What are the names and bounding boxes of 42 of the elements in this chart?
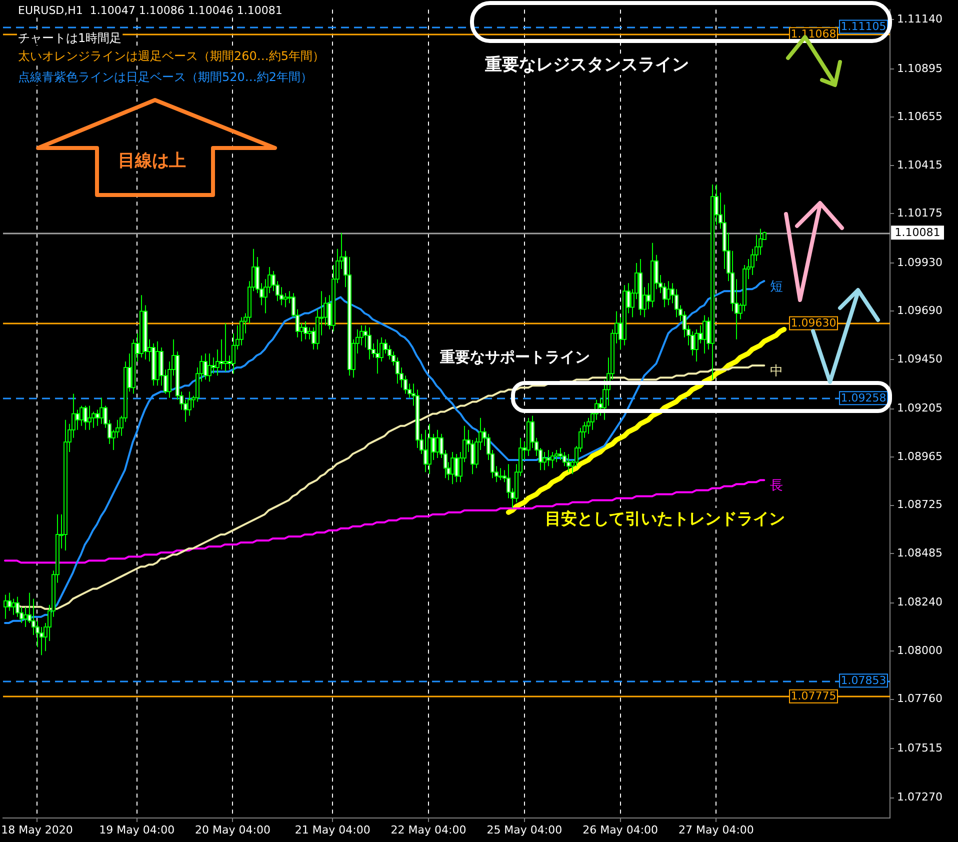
annotation: 点線青紫色ラインは日足ベース（期間520…約2年間） (18, 70, 313, 84)
y-tick-label: 1.08485 (897, 546, 942, 560)
y-tick-label: 1.09450 (897, 352, 942, 366)
y-tick-label: 1.07270 (897, 790, 942, 804)
series-label: 長 (770, 478, 784, 494)
y-tick-label: 1.10895 (897, 62, 942, 75)
annotation: 目安として引いたトレンドライン (545, 509, 785, 528)
series-label: 中 (770, 364, 784, 379)
ref-line-label: 1.11105 (840, 20, 886, 34)
x-tick-label: 26 May 04:00 (582, 823, 658, 836)
y-tick-label: 1.08965 (897, 450, 942, 463)
ref-line-label: 1.09258 (840, 391, 886, 404)
y-tick-label: 1.07515 (897, 741, 942, 754)
ref-line-label: 1.07853 (840, 674, 886, 688)
chart-title: EURUSD,H1 1.10047 1.10086 1.10046 1.10081 (18, 4, 282, 17)
annotation: 目線は上 (118, 151, 186, 171)
annotation: 重要なレジスタンスライン (484, 55, 689, 75)
x-tick-label: 18 May 2020 (1, 823, 73, 836)
y-tick-label: 1.10655 (897, 110, 942, 124)
y-tick-label: 1.09205 (897, 402, 942, 415)
y-tick-label: 1.08725 (897, 498, 942, 512)
y-tick-label: 1.11140 (897, 12, 942, 26)
x-tick-label: 25 May 04:00 (486, 823, 562, 836)
ref-line-label: 1.10081 (894, 226, 940, 239)
y-tick-label: 1.10415 (897, 158, 942, 172)
series-label: 短 (770, 279, 784, 294)
annotation: 太いオレンジラインは週足ベース（期間260…約5年間） (18, 49, 325, 63)
ref-line-label: 1.09630 (790, 316, 836, 330)
y-tick-label: 1.10175 (897, 206, 942, 220)
x-tick-label: 19 May 04:00 (99, 823, 175, 836)
x-tick-label: 27 May 04:00 (678, 823, 754, 836)
x-tick-label: 20 May 04:00 (195, 823, 270, 836)
annotation: チャートは1時間足 (18, 31, 122, 45)
x-tick-label: 21 May 04:00 (294, 823, 370, 836)
ref-line-label: 1.07775 (790, 690, 836, 703)
x-tick-label: 22 May 04:00 (390, 823, 466, 836)
y-tick-label: 1.09930 (897, 256, 942, 269)
y-tick-label: 1.09690 (897, 304, 942, 318)
annotation: 重要なサポートライン (439, 348, 590, 366)
y-tick-label: 1.08000 (897, 644, 942, 657)
y-tick-label: 1.08240 (897, 596, 942, 609)
y-tick-label: 1.07760 (897, 692, 942, 706)
